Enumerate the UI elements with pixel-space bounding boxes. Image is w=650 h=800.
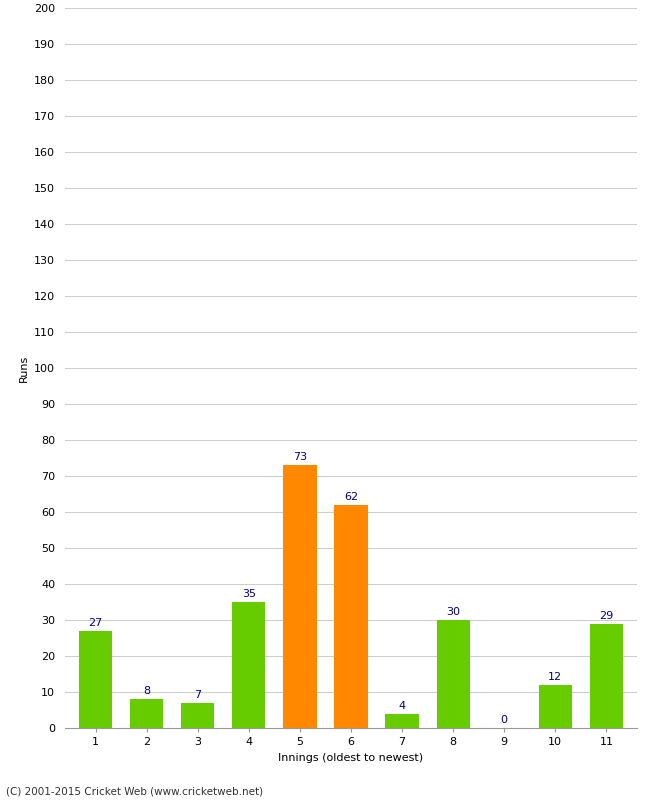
Bar bbox=[181, 703, 214, 728]
Text: 29: 29 bbox=[599, 610, 614, 621]
Bar bbox=[334, 505, 368, 728]
Text: (C) 2001-2015 Cricket Web (www.cricketweb.net): (C) 2001-2015 Cricket Web (www.cricketwe… bbox=[6, 786, 264, 796]
Bar bbox=[385, 714, 419, 728]
Text: 7: 7 bbox=[194, 690, 202, 700]
Text: 62: 62 bbox=[344, 492, 358, 502]
Text: 8: 8 bbox=[143, 686, 150, 696]
Bar bbox=[130, 699, 163, 728]
Bar bbox=[539, 685, 572, 728]
Y-axis label: Runs: Runs bbox=[19, 354, 29, 382]
Text: 27: 27 bbox=[88, 618, 103, 628]
Text: 30: 30 bbox=[446, 607, 460, 617]
Bar bbox=[79, 630, 112, 728]
Bar bbox=[232, 602, 265, 728]
X-axis label: Innings (oldest to newest): Innings (oldest to newest) bbox=[278, 753, 424, 762]
Bar bbox=[283, 466, 317, 728]
Text: 35: 35 bbox=[242, 589, 256, 599]
Bar bbox=[437, 620, 470, 728]
Text: 0: 0 bbox=[500, 715, 508, 725]
Text: 4: 4 bbox=[398, 701, 406, 710]
Text: 12: 12 bbox=[548, 672, 562, 682]
Text: 73: 73 bbox=[293, 452, 307, 462]
Bar bbox=[590, 624, 623, 728]
